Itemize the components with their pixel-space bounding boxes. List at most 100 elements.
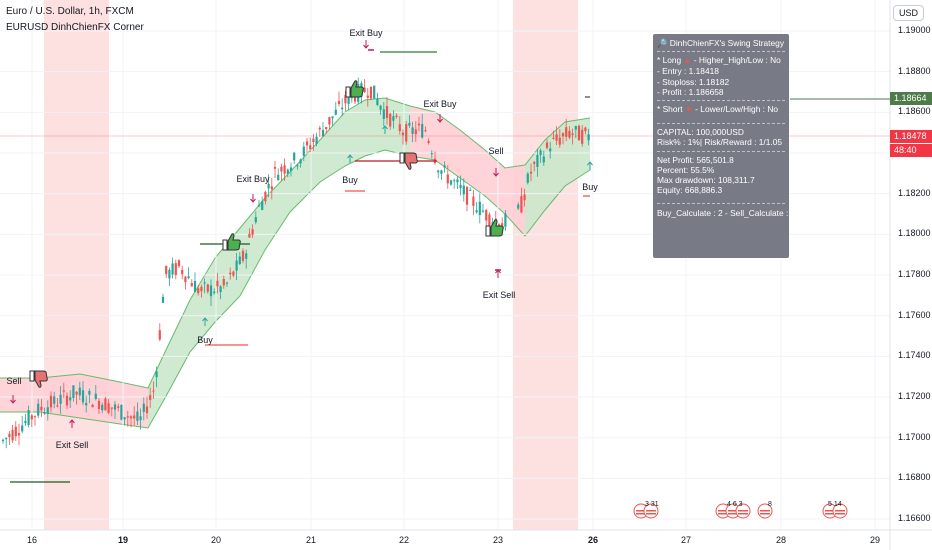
calculate-summary: Buy_Calculate : 2 - Sell_Calculate : 0 bbox=[657, 208, 796, 219]
long-label: * Long bbox=[657, 55, 682, 66]
candle-body bbox=[136, 411, 139, 421]
buy-label: Buy bbox=[582, 182, 598, 192]
currency-button[interactable]: USD bbox=[892, 5, 924, 21]
candle-body bbox=[174, 263, 177, 276]
candle-body bbox=[459, 184, 462, 189]
price-tick-label: 1.17200 bbox=[898, 391, 931, 402]
time-tick-label: 27 bbox=[680, 535, 692, 545]
risk-value: Risk% : 1%| Risk/Reward : 1/1.05 bbox=[657, 137, 783, 148]
exit-buy-label: Exit Buy bbox=[236, 174, 270, 184]
candle-body bbox=[155, 371, 158, 378]
symbol-title[interactable]: Euro / U.S. Dollar, 1h, FXCM bbox=[6, 6, 134, 17]
candle-body bbox=[165, 265, 168, 275]
stoploss-value: - Stoploss: 1.18182 bbox=[657, 76, 730, 87]
candle-body bbox=[94, 393, 97, 400]
arrow-down-icon bbox=[437, 114, 443, 123]
candle-body bbox=[59, 394, 62, 404]
candle-body bbox=[401, 132, 405, 136]
thumbs-up-icon bbox=[485, 219, 504, 237]
candle-body bbox=[542, 156, 545, 163]
candle-body bbox=[219, 286, 222, 293]
candle-body bbox=[526, 173, 529, 183]
candle-body bbox=[37, 403, 40, 416]
event-count[interactable]: 3 31 bbox=[645, 501, 659, 508]
candle-body bbox=[206, 284, 209, 292]
candle-body bbox=[241, 250, 245, 261]
candle-body bbox=[488, 214, 491, 227]
candle-body bbox=[389, 113, 392, 127]
bar-countdown-tag: 48:40 bbox=[890, 144, 932, 157]
time-tick-label: 19 bbox=[117, 535, 129, 545]
candle-body bbox=[574, 125, 577, 130]
candle-body bbox=[30, 415, 33, 420]
candle-body bbox=[24, 420, 27, 424]
candle-body bbox=[421, 123, 424, 138]
candle-body bbox=[126, 416, 129, 418]
candle-body bbox=[552, 137, 555, 139]
exit-buy-label: Exit Buy bbox=[423, 99, 457, 109]
candle-body bbox=[117, 406, 120, 408]
event-count[interactable]: 5 14 bbox=[828, 501, 842, 508]
candle-body bbox=[289, 167, 293, 172]
candle-body bbox=[11, 429, 14, 441]
candle-body bbox=[395, 115, 398, 117]
divider bbox=[657, 100, 785, 102]
arrow-up-icon bbox=[202, 317, 208, 326]
short-condition: - Lower/Low/High : No bbox=[692, 104, 779, 115]
candle-body bbox=[315, 136, 318, 145]
indicator-title[interactable]: EURUSD DinhChienFX Corner bbox=[6, 22, 144, 33]
candle-body bbox=[481, 210, 485, 212]
candle-body bbox=[318, 127, 321, 130]
candle-body bbox=[379, 105, 382, 110]
thumbs-up-icon bbox=[345, 80, 364, 98]
candle-body bbox=[331, 116, 334, 119]
arrow-up-icon bbox=[587, 161, 593, 170]
candle-body bbox=[49, 395, 53, 408]
candle-body bbox=[190, 283, 193, 287]
candle-body bbox=[107, 403, 110, 414]
candle-body bbox=[584, 127, 587, 132]
candle-body bbox=[235, 260, 238, 271]
time-tick-label: 22 bbox=[398, 535, 410, 545]
arrow-up-icon bbox=[382, 125, 388, 134]
session-shade bbox=[44, 0, 109, 530]
candle-body bbox=[53, 396, 56, 404]
candle-body bbox=[149, 395, 152, 400]
candle-body bbox=[478, 201, 481, 216]
candle-body bbox=[296, 165, 299, 167]
candle-body bbox=[286, 169, 289, 174]
candle-body bbox=[17, 433, 21, 436]
entry-value: - Entry : 1.18418 bbox=[657, 66, 719, 77]
thumbs-down-icon bbox=[399, 152, 418, 170]
sell-label: Sell bbox=[488, 146, 504, 156]
candle-body bbox=[299, 159, 302, 164]
candle-body bbox=[408, 122, 411, 126]
candle-body bbox=[56, 405, 59, 407]
candle-body bbox=[161, 296, 165, 303]
candle-body bbox=[88, 390, 91, 395]
candle-body bbox=[485, 210, 488, 221]
arrow-up-icon bbox=[69, 419, 75, 428]
event-count[interactable]: 8 bbox=[768, 501, 772, 508]
candle-body bbox=[321, 129, 325, 137]
candle-body bbox=[312, 138, 315, 142]
candle-body bbox=[411, 127, 414, 134]
candle-body bbox=[337, 100, 341, 105]
event-count[interactable]: 4 6 3 bbox=[727, 501, 743, 508]
price-tick-label: 1.18200 bbox=[898, 187, 931, 198]
time-tick-label: 16 bbox=[26, 535, 38, 545]
candle-body bbox=[46, 407, 49, 414]
event-flag-icon bbox=[832, 503, 848, 519]
price-tick-label: 1.16800 bbox=[898, 472, 931, 483]
candle-body bbox=[465, 186, 469, 205]
candle-body bbox=[405, 124, 408, 142]
divider bbox=[657, 203, 785, 205]
candle-body bbox=[280, 166, 283, 172]
candle-body bbox=[469, 189, 472, 191]
candle-body bbox=[456, 179, 459, 183]
candle-body bbox=[501, 223, 504, 226]
candle-body bbox=[187, 276, 190, 279]
candle-body bbox=[142, 403, 145, 412]
candle-body bbox=[171, 263, 174, 275]
